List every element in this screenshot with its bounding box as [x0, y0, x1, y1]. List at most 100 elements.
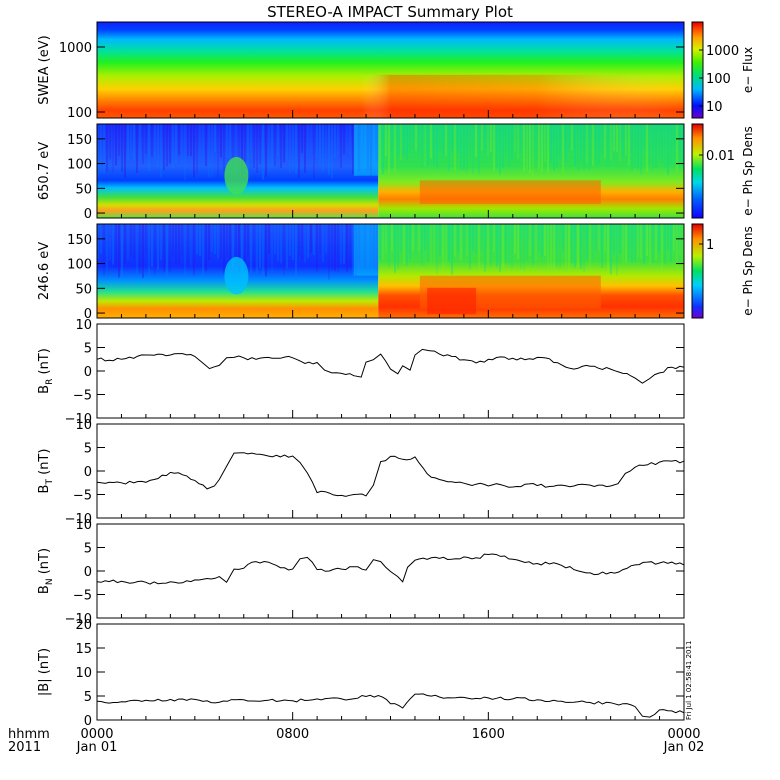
- texture-streak: [679, 224, 681, 256]
- texture-streak: [496, 224, 498, 267]
- texture-streak: [343, 224, 345, 264]
- texture-streak: [211, 124, 213, 178]
- texture-streak: [316, 124, 318, 158]
- texture-streak: [478, 224, 480, 270]
- texture-streak: [115, 224, 117, 268]
- texture-streak: [328, 224, 330, 280]
- texture-streak: [274, 124, 276, 166]
- texture-streak: [652, 124, 654, 170]
- texture-streak: [421, 224, 423, 266]
- pad650-transition: [353, 124, 379, 176]
- texture-streak: [154, 124, 156, 163]
- texture-streak: [571, 124, 573, 151]
- texture-streak: [352, 224, 354, 280]
- texture-streak: [415, 224, 417, 256]
- y-tick-label: −5: [73, 589, 92, 604]
- texture-streak: [196, 124, 198, 174]
- texture-streak: [520, 224, 522, 270]
- texture-streak: [577, 224, 579, 268]
- texture-streak: [397, 124, 399, 157]
- colorbar-tick-label: 1: [706, 238, 714, 253]
- texture-streak: [436, 224, 438, 274]
- texture-streak: [214, 224, 216, 254]
- texture-streak: [442, 124, 444, 156]
- texture-streak: [613, 124, 615, 152]
- texture-streak: [181, 224, 183, 256]
- texture-streak: [589, 224, 591, 269]
- texture-streak: [322, 224, 324, 263]
- texture-streak: [544, 224, 546, 256]
- texture-streak: [277, 224, 279, 262]
- texture-streak: [577, 124, 579, 171]
- texture-streak: [331, 124, 333, 179]
- texture-streak: [406, 124, 408, 159]
- texture-streak: [604, 124, 606, 159]
- panel-br: 10 5 0 −5 −10 BR (nT): [37, 318, 685, 427]
- texture-streak: [352, 124, 354, 175]
- texture-streak: [325, 224, 327, 254]
- texture-streak: [244, 124, 246, 174]
- y-tick-label: −10: [65, 612, 92, 627]
- texture-streak: [340, 124, 342, 168]
- texture-streak: [382, 224, 384, 260]
- texture-streak: [346, 224, 348, 272]
- texture-streak: [382, 124, 384, 175]
- texture-streak: [466, 124, 468, 173]
- texture-streak: [442, 224, 444, 273]
- texture-streak: [538, 224, 540, 253]
- texture-streak: [181, 124, 183, 164]
- panel-swea: 1000 100 SWEA (eV) 1000 100 10 e− Flux: [37, 21, 755, 121]
- texture-streak: [103, 224, 105, 276]
- texture-streak: [652, 224, 654, 263]
- texture-streak: [307, 224, 309, 259]
- pad246-colorbar-label: e− Ph Sp Dens: [741, 226, 755, 315]
- texture-streak: [658, 124, 660, 158]
- texture-streak: [106, 124, 108, 172]
- bmag-series-line: [96, 693, 685, 718]
- swea-ylabel: SWEA (eV): [37, 35, 52, 104]
- texture-streak: [184, 224, 186, 276]
- texture-streak: [340, 224, 342, 265]
- texture-streak: [541, 224, 543, 258]
- texture-streak: [493, 124, 495, 171]
- texture-streak: [118, 224, 120, 278]
- texture-streak: [445, 224, 447, 266]
- texture-streak: [241, 124, 243, 177]
- texture-streak: [481, 224, 483, 251]
- texture-streak: [631, 224, 633, 263]
- texture-streak: [298, 124, 300, 178]
- texture-streak: [406, 224, 408, 267]
- texture-streak: [202, 224, 204, 278]
- texture-streak: [223, 124, 225, 172]
- texture-streak: [187, 124, 189, 157]
- texture-streak: [451, 124, 453, 152]
- panel-bt: 10 5 0 −5 −10 BT (nT): [37, 418, 685, 527]
- bn-series-line: [96, 553, 685, 585]
- texture-streak: [229, 124, 231, 174]
- x-tick-date-label: Jan 02: [663, 740, 705, 755]
- texture-streak: [430, 124, 432, 159]
- texture-streak: [484, 224, 486, 272]
- texture-streak: [451, 224, 453, 275]
- texture-streak: [304, 224, 306, 264]
- texture-streak: [682, 224, 684, 270]
- pad246-feature: [224, 256, 249, 295]
- texture-streak: [280, 224, 282, 264]
- texture-streak: [535, 224, 537, 261]
- texture-streak: [553, 124, 555, 171]
- y-tick-label: −5: [73, 489, 92, 504]
- texture-streak: [310, 224, 312, 254]
- texture-streak: [595, 224, 597, 252]
- texture-streak: [154, 224, 156, 275]
- texture-streak: [490, 124, 492, 153]
- texture-streak: [601, 124, 603, 155]
- texture-streak: [403, 124, 405, 156]
- pad650-texture: [97, 124, 684, 181]
- texture-streak: [511, 124, 513, 160]
- pad650-hot-region: [419, 180, 601, 204]
- texture-streak: [397, 224, 399, 269]
- texture-streak: [682, 124, 684, 165]
- texture-streak: [604, 224, 606, 252]
- texture-streak: [562, 124, 564, 172]
